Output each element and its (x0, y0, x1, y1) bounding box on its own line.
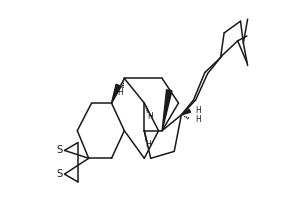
Text: H: H (117, 88, 123, 96)
Text: H: H (195, 106, 201, 115)
Polygon shape (181, 109, 191, 115)
Polygon shape (112, 84, 121, 103)
Polygon shape (162, 90, 172, 131)
Text: H: H (148, 112, 153, 121)
Text: S: S (57, 145, 63, 155)
Text: H: H (146, 140, 151, 149)
Text: H: H (195, 115, 201, 124)
Text: S: S (57, 169, 63, 179)
